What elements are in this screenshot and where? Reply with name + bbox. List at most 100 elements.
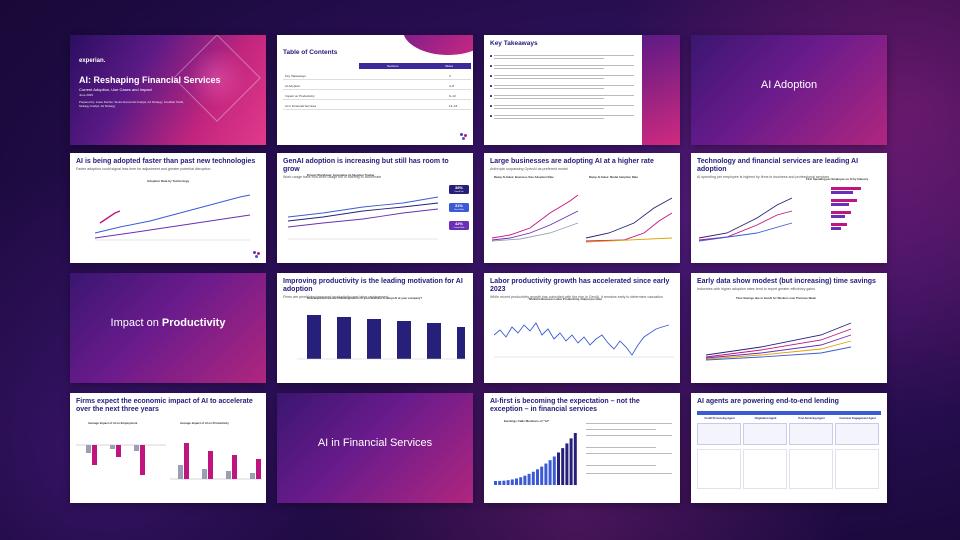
experian-mark-icon <box>253 251 261 259</box>
agent-box <box>697 423 741 445</box>
flow-banner <box>697 411 881 415</box>
slide-16-ai-agents[interactable]: AI agents are powering end-to-end lendin… <box>691 393 887 503</box>
slide-5-adoption-rate[interactable]: AI is being adopted faster than past new… <box>70 153 266 263</box>
text-line <box>494 58 604 60</box>
slide-8-industry-adoption[interactable]: Technology and financial services are le… <box>691 153 887 263</box>
bar <box>569 438 573 485</box>
slide-title: Technology and financial services are le… <box>697 158 859 173</box>
side-gradient <box>642 35 680 145</box>
slide-6-genai-adoption[interactable]: GenAI adoption is increasing but still h… <box>277 153 473 263</box>
bar <box>515 478 518 485</box>
cover-title: AI: Reshaping Financial Services <box>79 75 221 85</box>
text-line <box>494 88 604 90</box>
toc-row: Key Takeaways 3 <box>283 71 471 80</box>
text-line <box>494 75 634 77</box>
slide-14-section-financial-services[interactable]: AI in Financial Services <box>277 393 473 503</box>
bullet-icon <box>490 65 492 67</box>
slide-15-ai-first[interactable]: AI-first is becoming the expectation – n… <box>484 393 680 503</box>
section-title: Impact on Productivity <box>110 317 226 329</box>
motivation-bar-chart <box>297 315 467 360</box>
bar <box>519 477 523 485</box>
tag-overall: 38% Overall Use <box>449 185 469 194</box>
bar <box>573 433 577 485</box>
series-line <box>94 194 251 234</box>
experian-logo: experian. <box>79 58 106 64</box>
chart-title: How important are the following factors … <box>307 296 423 300</box>
earnings-mentions-chart <box>494 433 577 485</box>
slide-2-toc[interactable]: Table of Contents Sections Slides Key Ta… <box>277 35 473 145</box>
bullet-icon <box>490 55 492 57</box>
toc-header-slides: Slides <box>445 64 454 68</box>
slide-subtitle: While recent productivity growth has coi… <box>490 295 663 299</box>
text-line <box>494 55 634 57</box>
slide-13-economic-impact[interactable]: Firms expect the economic impact of AI t… <box>70 393 266 503</box>
toc-title: Table of Contents <box>283 49 338 56</box>
corner-decoration <box>403 35 473 55</box>
text-line <box>494 78 604 80</box>
industry-bar-chart <box>831 187 861 230</box>
bar <box>494 481 497 485</box>
agent-column-title: Credit Processing Agent <box>704 417 735 420</box>
text-line <box>586 473 672 475</box>
industry-line-chart <box>698 197 793 242</box>
slide-title: GenAI adoption is increasing but still h… <box>283 158 449 173</box>
experian-mark-icon <box>460 133 468 141</box>
slide-title: AI is being adopted faster than past new… <box>76 158 256 165</box>
bar <box>523 475 527 485</box>
section-title: AI in Financial Services <box>317 437 433 449</box>
bullet-icon <box>490 95 492 97</box>
text-line <box>494 95 634 97</box>
slide-title: Large businesses are adopting AI at a hi… <box>490 158 654 165</box>
bar <box>540 466 544 485</box>
slide-7-large-businesses[interactable]: Large businesses are adopting AI at a hi… <box>484 153 680 263</box>
slide-10-motivation[interactable]: Improving productivity is the leading mo… <box>277 273 473 383</box>
slide-11-labor-productivity[interactable]: Labor productivity growth has accelerate… <box>484 273 680 383</box>
bullet-icon <box>490 105 492 107</box>
text-line <box>494 118 604 120</box>
slide-9-section-productivity[interactable]: Impact on Productivity <box>70 273 266 383</box>
toc-header-sections: Sections <box>387 64 399 68</box>
bar <box>506 480 510 485</box>
bullet-icon <box>490 75 492 77</box>
text-line <box>586 429 656 431</box>
bar <box>565 443 569 485</box>
text-line <box>494 65 634 67</box>
slide-subtitle: AI spending per employee is highest by f… <box>697 175 830 179</box>
productivity-line-chart <box>494 322 674 358</box>
bar <box>502 480 506 485</box>
bar <box>536 469 539 485</box>
slide-12-time-savings[interactable]: Early data show modest (but increasing) … <box>691 273 887 383</box>
time-savings-chart <box>705 322 852 361</box>
bar <box>510 479 514 485</box>
chart-title: Project Worldview: Generative AI Adoptio… <box>307 173 375 177</box>
series-line <box>94 214 251 239</box>
text-line <box>494 98 604 100</box>
bar <box>552 456 556 485</box>
slide-title: AI-first is becoming the expectation – n… <box>490 398 640 413</box>
right-chart-title: Average Impact of AI on Productivity <box>180 421 229 425</box>
cover-date: June 2025 <box>79 93 94 97</box>
slide-1-cover[interactable]: experian. AI: Reshaping Financial Servic… <box>70 35 266 145</box>
agent-detail-box <box>835 449 879 489</box>
slide-title: Improving productivity is the leading mo… <box>283 278 463 293</box>
text-line <box>586 453 672 455</box>
right-chart-title: Firm Spending per Employee on AI by Indu… <box>806 177 869 181</box>
cover-authors: Prepared by: Jesse Fischer, Senior Econo… <box>79 100 184 108</box>
model-chart <box>585 197 673 243</box>
bar <box>548 460 552 485</box>
right-chart-title: Ramp AI Index: Model Adoption Rate <box>589 175 638 179</box>
toc-header: Sections Slides <box>359 63 471 69</box>
chart-title: Adoption Rate by Technology <box>146 179 190 183</box>
text-line <box>586 447 656 449</box>
bar <box>561 448 565 485</box>
agent-column-title: Customer Engagement Agent <box>839 417 876 420</box>
slide-4-section-ai-adoption[interactable]: AI Adoption <box>691 35 887 145</box>
slide-3-key-takeaways[interactable]: Key Takeaways <box>484 35 680 145</box>
takeaways-title: Key Takeaways <box>490 40 538 47</box>
text-line <box>494 115 634 117</box>
slide-title: Firms expect the economic impact of AI t… <box>76 398 253 413</box>
left-chart-title: Ramp AI Index: Business Size Adoption Ra… <box>494 175 554 179</box>
agent-detail-box <box>697 449 741 489</box>
text-line <box>586 465 656 467</box>
